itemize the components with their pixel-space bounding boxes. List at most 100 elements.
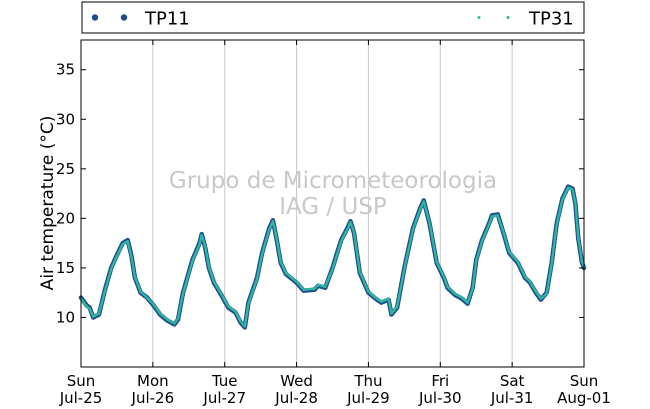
point-tp31-320: [339, 241, 342, 245]
point-tp31-409: [403, 267, 406, 271]
point-tp31-433: [415, 218, 418, 221]
point-tp31-345: [355, 247, 358, 251]
point-tp31-662: [575, 216, 578, 219]
point-tp31-360: [361, 278, 365, 282]
point-tp31-343: [354, 243, 358, 247]
point-tp31-307: [331, 267, 334, 271]
point-tp31-61: [130, 256, 133, 260]
point-tp31-34: [108, 271, 112, 275]
point-tp31-659: [574, 209, 578, 213]
watermark: Grupo de Micrometeorologia IAG / USP: [169, 168, 497, 220]
point-tp31-20: [100, 300, 104, 303]
point-tp31-197: [243, 325, 247, 328]
point-tp31-616: [552, 245, 556, 249]
point-tp31-466: [433, 250, 437, 253]
point-tp31-555: [503, 236, 507, 240]
point-tp31-62: [130, 258, 134, 262]
point-tp31-213: [250, 291, 254, 295]
point-tp31-395: [397, 296, 401, 300]
point-tp31-460: [431, 237, 434, 241]
point-tp31-452: [428, 221, 431, 224]
point-tp31-359: [361, 276, 364, 280]
point-tp31-400: [399, 286, 403, 290]
point-tp31-381: [388, 301, 391, 305]
point-tp31-599: [547, 281, 550, 285]
point-tp31-254: [274, 231, 277, 235]
x-tick-day-2: Tue: [211, 372, 238, 390]
point-tp31-432: [414, 220, 418, 223]
point-tp31-680: [579, 255, 583, 258]
point-tp31-230: [259, 256, 263, 260]
point-tp31-671: [576, 235, 580, 239]
point-tp31-417: [406, 250, 410, 254]
point-tp31-237: [263, 242, 267, 246]
point-tp31-131: [190, 261, 194, 265]
legend-marker-tp31-b: [506, 16, 510, 19]
legend-marker-tp31-a: [477, 16, 481, 19]
point-tp31-219: [255, 279, 258, 283]
point-tp31-403: [400, 280, 404, 283]
point-tp31-340: [353, 237, 357, 240]
point-tp31-348: [356, 253, 359, 257]
legend-label-tp11: TP11: [144, 9, 190, 30]
point-tp31-333: [349, 223, 353, 226]
point-tp31-245: [268, 225, 272, 229]
point-tp31-632: [557, 212, 561, 216]
point-tp31-266: [278, 256, 282, 260]
point-tp31-356: [358, 270, 362, 274]
point-tp31-634: [558, 208, 562, 212]
point-tp31-607: [550, 264, 553, 268]
point-tp31-65: [131, 265, 135, 268]
point-tp31-287: [304, 288, 308, 291]
point-tp31-117: [182, 290, 185, 293]
point-tp31-458: [430, 233, 434, 237]
point-tp31-218: [254, 281, 257, 285]
point-tp31-538: [489, 219, 492, 222]
point-tp31-679: [579, 253, 583, 256]
point-tp31-262: [277, 248, 280, 251]
point-tp31-308: [331, 265, 335, 269]
point-tp31-336: [352, 228, 355, 232]
point-tp31-429: [412, 225, 416, 229]
point-tp31-202: [245, 314, 248, 318]
point-tp31-672: [577, 238, 580, 241]
point-tp31-600: [547, 279, 551, 283]
point-tp31-155: [205, 251, 208, 255]
point-tp31-358: [360, 274, 363, 278]
point-tp31-455: [429, 227, 432, 230]
point-tp31-481: [444, 279, 447, 283]
point-tp31-673: [577, 240, 581, 243]
point-tp31-658: [574, 207, 578, 211]
point-tp31-157: [205, 255, 209, 259]
point-tp31-201: [244, 316, 248, 320]
point-tp31-113: [180, 298, 184, 302]
point-tp31-621: [553, 235, 557, 239]
point-tp31-536: [487, 223, 491, 226]
point-tp31-451: [427, 218, 431, 222]
point-tp31-200: [244, 318, 248, 322]
point-tp31-69: [133, 273, 136, 277]
point-tp31-53: [126, 239, 130, 243]
point-tp31-449: [426, 214, 430, 218]
point-tp31-357: [359, 272, 362, 276]
point-tp31-434: [415, 216, 419, 219]
watermark-line-2: IAG / USP: [279, 194, 387, 220]
point-tp31-674: [577, 242, 581, 245]
point-tp31-436: [417, 212, 421, 215]
point-tp31-660: [574, 212, 578, 215]
point-tp31-110: [179, 304, 182, 308]
point-tp31-236: [263, 244, 266, 248]
point-tp31-497: [466, 301, 469, 304]
point-tp31-431: [413, 222, 417, 225]
point-tp31-525: [479, 243, 483, 247]
point-tp31-233: [261, 250, 264, 254]
point-tp31-303: [328, 275, 331, 279]
point-tp31-257: [275, 237, 279, 241]
point-tp31-609: [550, 260, 554, 264]
point-tp31-630: [556, 216, 560, 220]
point-tp31-483: [445, 283, 449, 287]
point-tp31-517: [474, 259, 478, 263]
point-tp31-500: [468, 295, 472, 298]
point-tp31-119: [183, 286, 187, 289]
point-tp31-663: [575, 218, 579, 222]
